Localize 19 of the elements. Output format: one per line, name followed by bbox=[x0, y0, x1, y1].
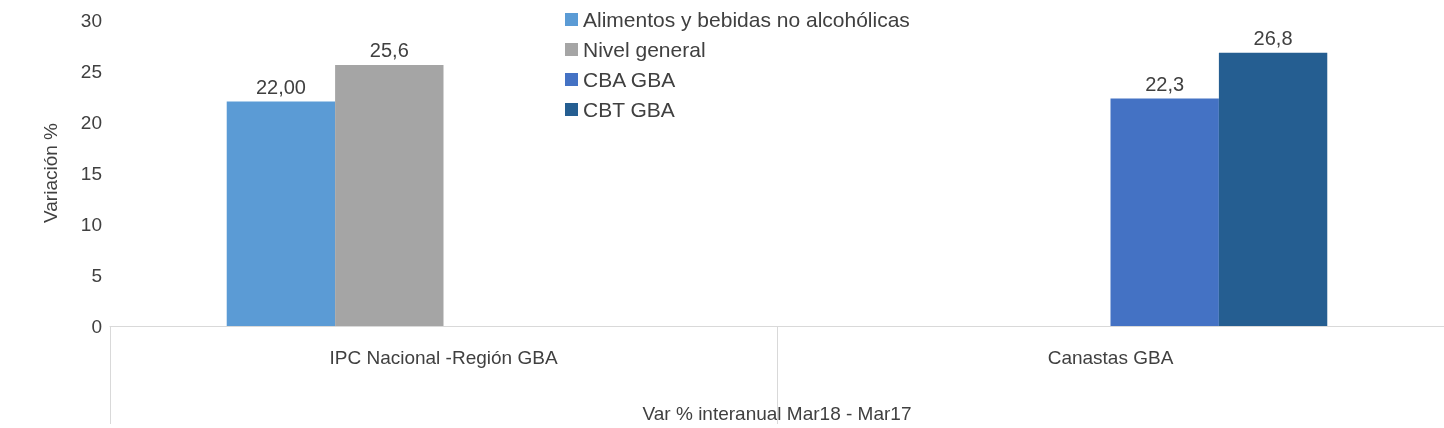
legend-label: Alimentos y bebidas no alcohólicas bbox=[583, 8, 910, 31]
y-tick-label: 30 bbox=[80, 9, 102, 31]
legend-label: CBT GBA bbox=[583, 98, 675, 121]
data-label: 22,00 bbox=[255, 75, 306, 98]
data-label: 25,6 bbox=[369, 38, 409, 61]
y-tick-label: 20 bbox=[80, 111, 102, 133]
x-axis-title: Var % interanual Mar18 - Mar17 bbox=[642, 403, 912, 424]
y-tick-label: 10 bbox=[80, 213, 102, 235]
y-axis-title: Variación % bbox=[40, 122, 61, 223]
x-tick-label: IPC Nacional -Región GBA bbox=[329, 347, 558, 368]
y-tick-label: 5 bbox=[91, 264, 102, 286]
y-tick-label: 15 bbox=[80, 162, 102, 184]
x-tick-label: Canastas GBA bbox=[1047, 347, 1174, 368]
legend-label: Nivel general bbox=[583, 38, 706, 61]
legend-label: CBA GBA bbox=[583, 68, 676, 91]
data-label: 22,3 bbox=[1145, 72, 1185, 95]
data-label: 26,8 bbox=[1253, 26, 1293, 49]
y-tick-label: 25 bbox=[80, 60, 102, 82]
y-tick-label: 0 bbox=[91, 315, 102, 337]
